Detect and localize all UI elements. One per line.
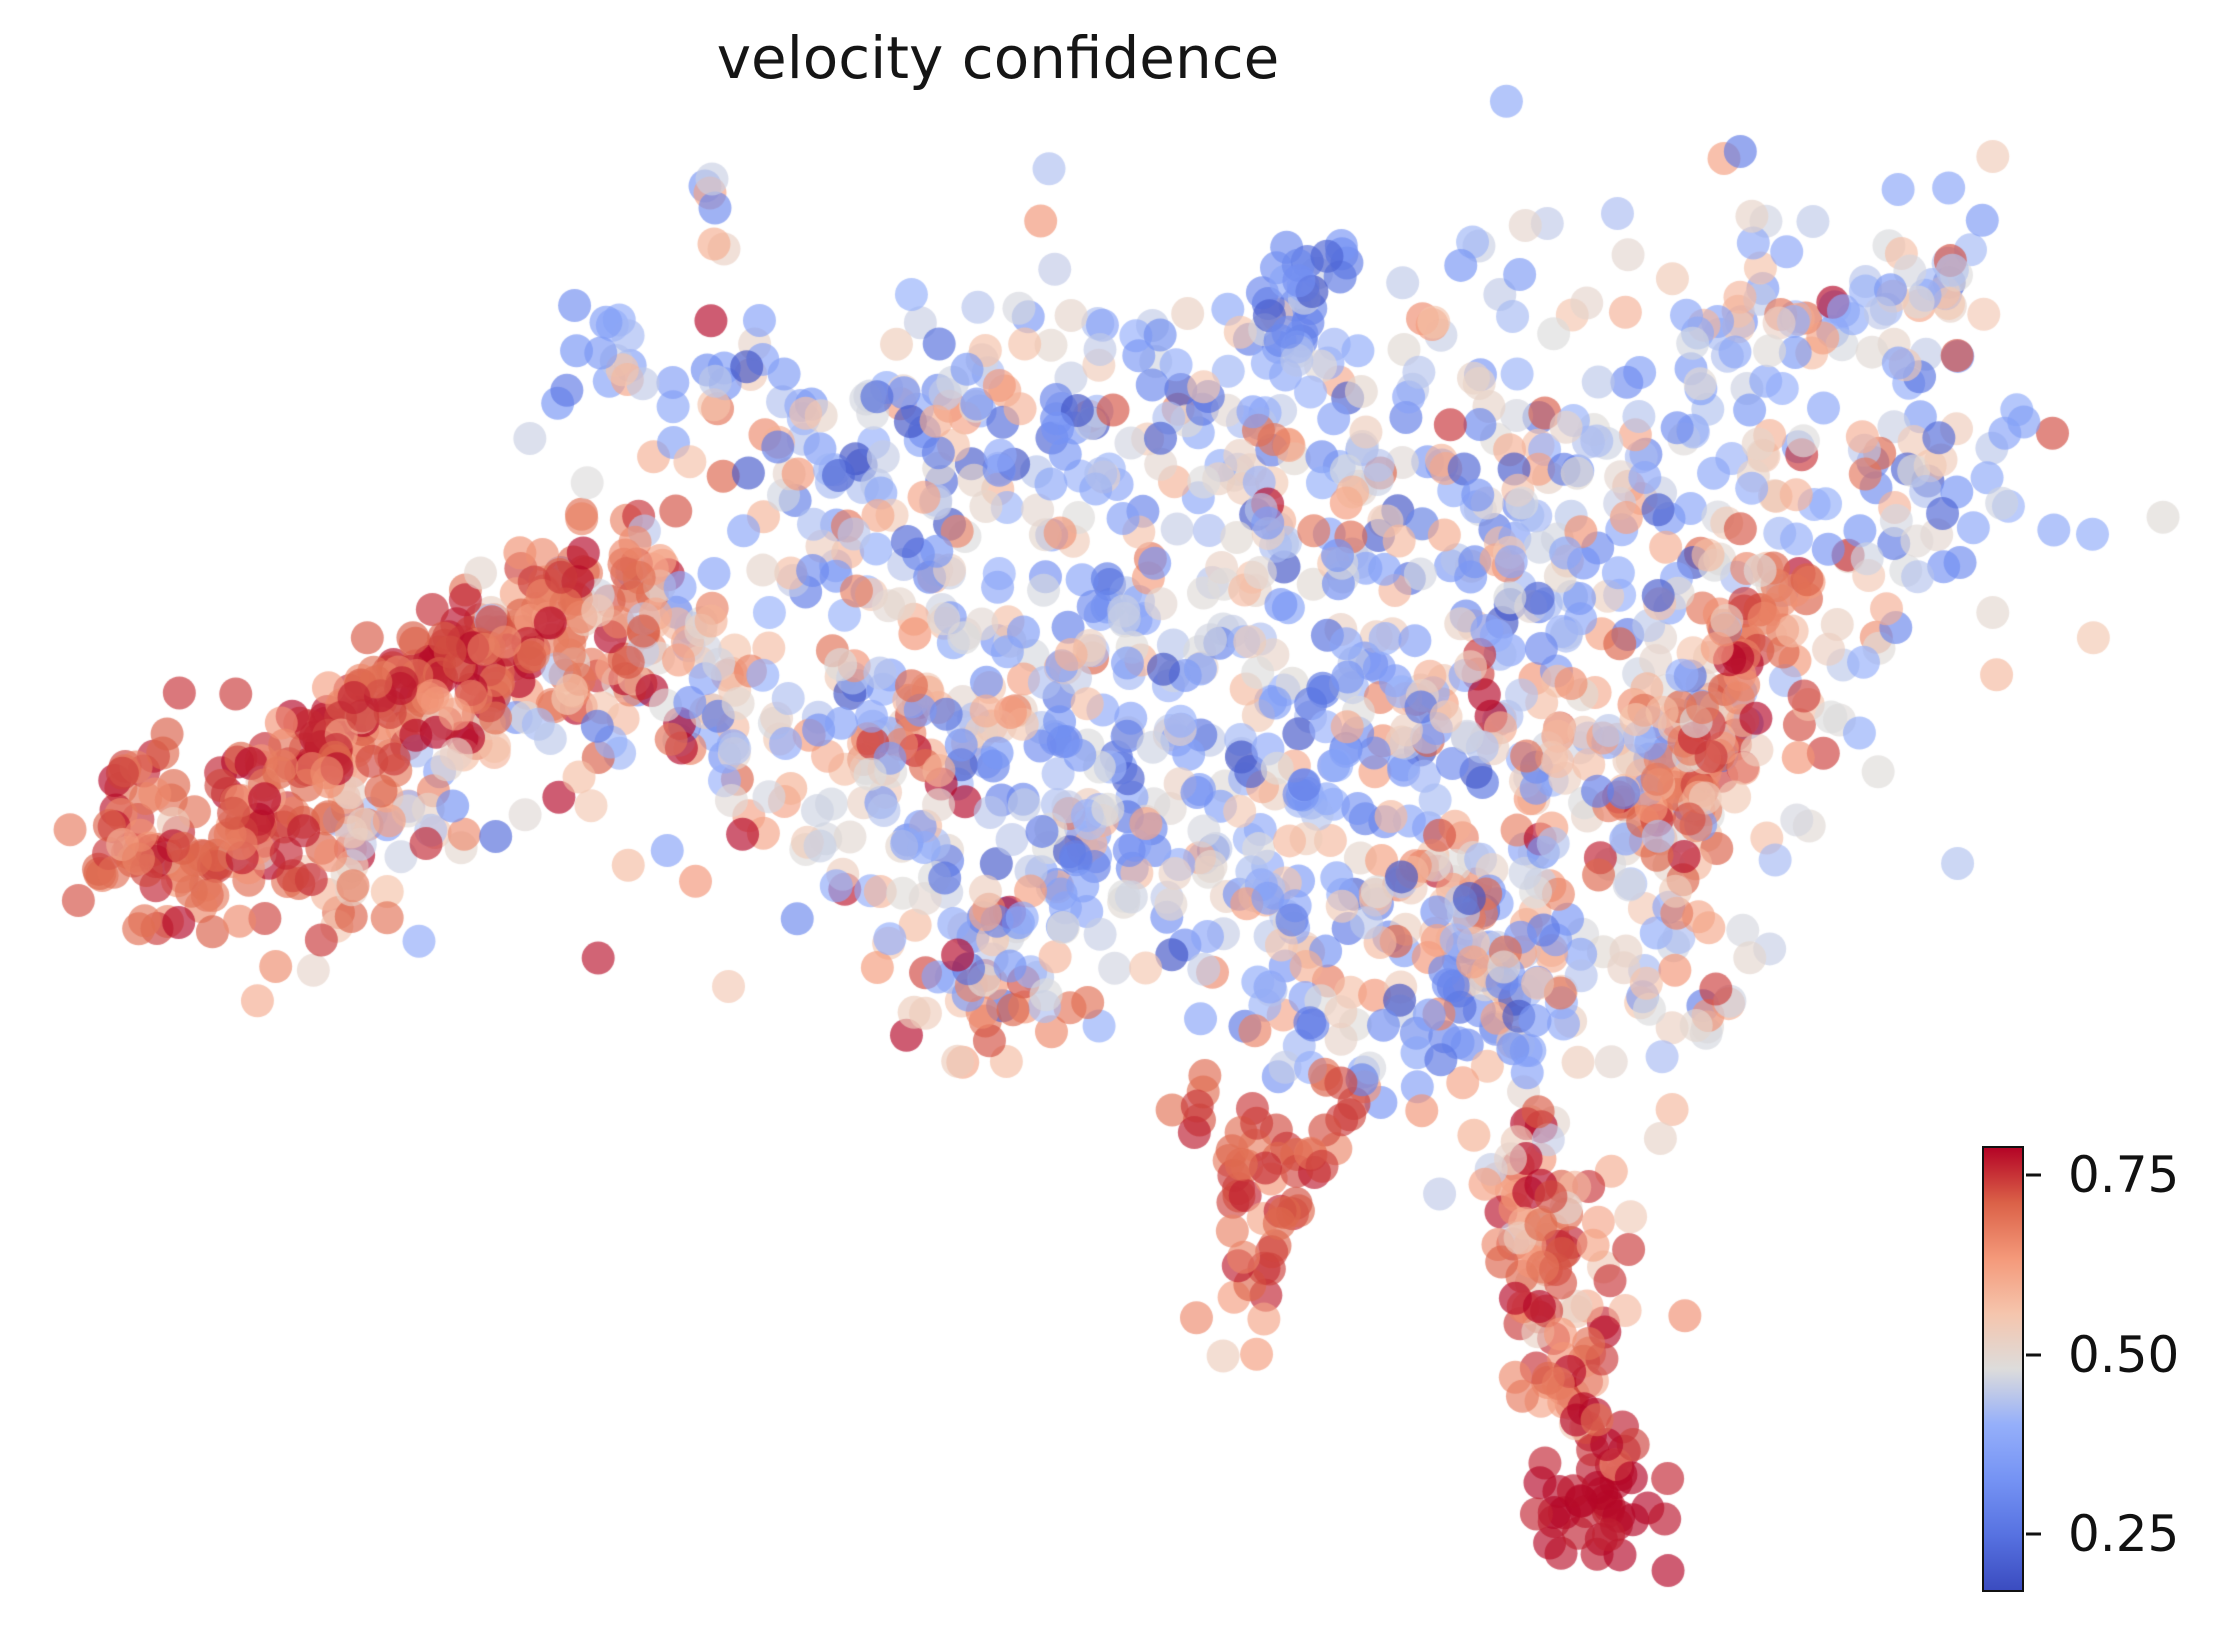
colorbar-tick: [2026, 1532, 2041, 1536]
chart-title: velocity confidence: [716, 24, 1280, 92]
colorbar-tick: [2026, 1173, 2041, 1177]
colorbar-tick: [2026, 1353, 2041, 1357]
colorbar-gradient: [1982, 1146, 2024, 1592]
colorbar: 0.75 0.50 0.25: [1982, 1146, 2179, 1592]
colorbar-tick-label: 0.50: [2068, 1325, 2180, 1384]
colorbar-tick-label: 0.25: [2068, 1505, 2180, 1564]
colorbar-tick-label: 0.75: [2068, 1145, 2180, 1204]
